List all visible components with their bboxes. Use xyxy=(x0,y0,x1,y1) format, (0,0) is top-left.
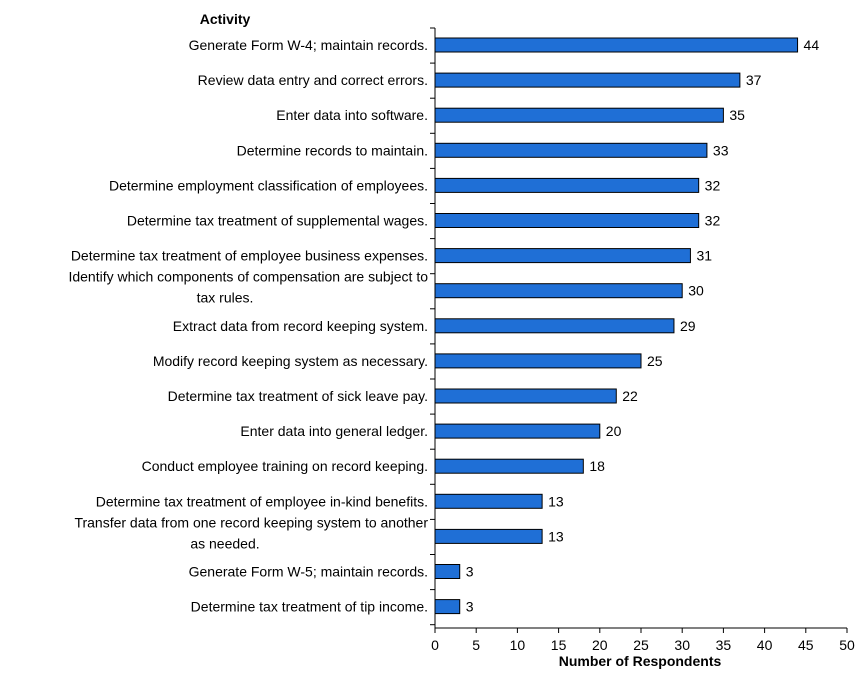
bar-6 xyxy=(434,248,691,264)
category-label-1: Review data entry and correct errors. xyxy=(198,72,428,88)
value-label-3: 33 xyxy=(713,142,729,158)
category-label-7: Identify which components of compensatio… xyxy=(68,269,428,306)
value-label-11: 20 xyxy=(606,423,622,439)
x-tick-label-5: 25 xyxy=(633,637,649,653)
category-label-13: Determine tax treatment of employee in-k… xyxy=(96,493,428,509)
value-label-15: 3 xyxy=(466,564,474,580)
x-tick-label-10: 50 xyxy=(839,637,855,653)
bar-7 xyxy=(434,283,683,299)
x-tick-label-4: 20 xyxy=(592,637,608,653)
x-axis-ticks: 0 5 10 15 20 25 30 35 40 45 50 xyxy=(431,628,855,653)
category-label-10: Determine tax treatment of sick leave pa… xyxy=(168,388,428,404)
bar-9 xyxy=(434,353,642,369)
value-label-2: 35 xyxy=(729,107,745,123)
category-axis-title: Activity xyxy=(200,11,251,27)
category-label-16: Determine tax treatment of tip income. xyxy=(191,599,428,615)
x-tick-label-2: 10 xyxy=(510,637,526,653)
value-label-4: 32 xyxy=(705,177,721,193)
category-label-11: Enter data into general ledger. xyxy=(240,423,428,439)
bar-11 xyxy=(434,423,601,439)
value-label-8: 29 xyxy=(680,318,696,334)
x-tick-label-7: 35 xyxy=(716,637,732,653)
bar-10 xyxy=(434,388,617,404)
bar-0 xyxy=(434,37,799,53)
x-tick-label-3: 15 xyxy=(551,637,567,653)
bar-4 xyxy=(434,177,700,193)
x-tick-label-8: 40 xyxy=(757,637,773,653)
category-label-5: Determine tax treatment of supplemental … xyxy=(127,213,428,229)
y-axis-ticks xyxy=(430,27,435,626)
value-label-10: 22 xyxy=(622,388,638,404)
bar-3 xyxy=(434,142,708,158)
bar-12 xyxy=(434,458,584,474)
category-label-0: Generate Form W-4; maintain records. xyxy=(189,37,428,53)
category-label-15: Generate Form W-5; maintain records. xyxy=(189,564,428,580)
bar-2 xyxy=(434,107,724,123)
value-label-6: 31 xyxy=(696,248,712,264)
x-axis-title: Number of Respondents xyxy=(559,653,722,669)
value-label-7: 30 xyxy=(688,283,704,299)
category-label-12: Conduct employee training on record keep… xyxy=(142,458,428,474)
bar-15 xyxy=(434,564,461,579)
bar-13 xyxy=(434,493,543,509)
category-label-2: Enter data into software. xyxy=(276,107,428,123)
category-labels: Generate Form W-4; maintain records. Revi… xyxy=(68,37,428,615)
x-tick-label-9: 45 xyxy=(798,637,814,653)
category-label-9: Modify record keeping system as necessar… xyxy=(153,353,428,369)
category-label-14: Transfer data from one record keeping sy… xyxy=(74,514,428,551)
bar-1 xyxy=(434,72,741,88)
bar-16 xyxy=(434,599,461,615)
x-tick-label-1: 5 xyxy=(472,637,480,653)
value-label-9: 25 xyxy=(647,353,663,369)
x-tick-label-0: 0 xyxy=(431,637,439,653)
value-label-16: 3 xyxy=(466,599,474,615)
value-label-13: 13 xyxy=(548,493,564,509)
x-tick-label-6: 30 xyxy=(674,637,690,653)
value-label-12: 18 xyxy=(589,458,605,474)
value-label-0: 44 xyxy=(804,37,820,53)
value-label-14: 13 xyxy=(548,528,564,544)
category-label-8: Extract data from record keeping system. xyxy=(173,318,428,334)
bars-group xyxy=(434,37,799,615)
category-label-3: Determine records to maintain. xyxy=(237,142,428,158)
bar-5 xyxy=(434,213,700,228)
value-label-1: 37 xyxy=(746,72,762,88)
bar-8 xyxy=(434,318,675,334)
bar-14 xyxy=(434,528,543,544)
category-label-6: Determine tax treatment of employee busi… xyxy=(71,248,428,264)
value-label-5: 32 xyxy=(705,213,721,229)
category-label-4: Determine employment classification of e… xyxy=(109,177,428,193)
